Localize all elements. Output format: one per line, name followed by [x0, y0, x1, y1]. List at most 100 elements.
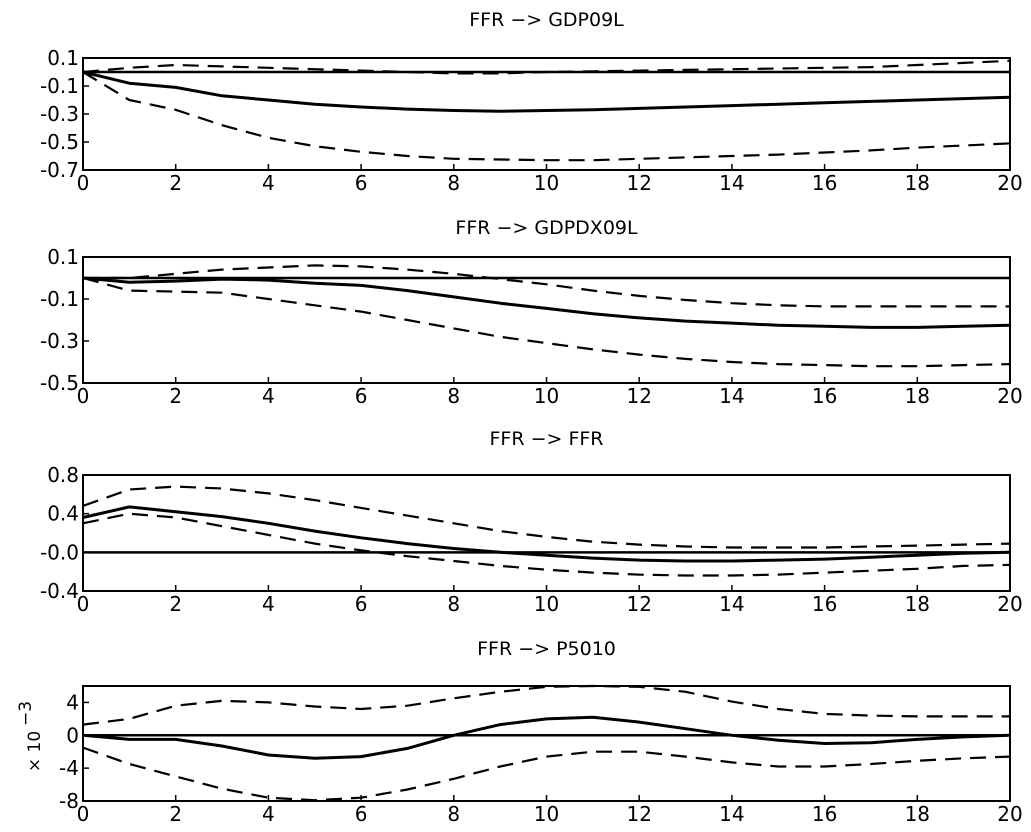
- data-point: [314, 145, 316, 147]
- data-point: [499, 766, 501, 768]
- data-point: [870, 101, 872, 103]
- data-point: [917, 306, 919, 308]
- data-point: [407, 319, 409, 321]
- data-point: [685, 320, 687, 322]
- y-tick-label: -0.7: [40, 158, 79, 182]
- data-point: [731, 734, 733, 736]
- chart-title: FFR −> GDP09L: [469, 9, 624, 31]
- plot-frame: [82, 474, 1011, 592]
- data-point: [360, 708, 362, 710]
- data-point: [731, 322, 733, 324]
- data-point: [917, 365, 919, 367]
- data-point: [453, 273, 455, 275]
- data-point: [175, 87, 177, 89]
- data-point: [129, 277, 131, 279]
- data-point: [407, 789, 409, 791]
- chart-panel-1: FFR −> GDP09L 0 2 4 6 8 10 12 14 16 18 20 0.1 -0.1 -0.…: [40, 9, 1023, 195]
- data-point: [407, 748, 409, 750]
- data-point: [546, 71, 548, 73]
- data-point: [175, 739, 177, 741]
- data-point: [824, 67, 826, 69]
- data-point: [592, 313, 594, 315]
- x-tick-label: 4: [262, 384, 275, 408]
- data-point: [546, 756, 548, 758]
- data-point: [1009, 324, 1011, 326]
- response-line-1: [82, 276, 1011, 329]
- x-tick-label: 0: [77, 171, 90, 195]
- data-point: [777, 547, 779, 549]
- data-point: [917, 327, 919, 329]
- data-point: [685, 728, 687, 730]
- x-tick-label: 4: [262, 802, 275, 826]
- data-point: [268, 523, 270, 525]
- data-point: [314, 282, 316, 284]
- data-point: [314, 706, 316, 708]
- data-point: [917, 545, 919, 547]
- data-point: [917, 64, 919, 66]
- data-point: [917, 99, 919, 101]
- data-point: [870, 306, 872, 308]
- data-point: [638, 559, 640, 561]
- response-line-1: [82, 70, 1011, 113]
- plot-frame: [82, 57, 1011, 171]
- data-point: [917, 716, 919, 718]
- y-tick-label: 0.1: [47, 245, 79, 269]
- y-tick-label: -0.3: [40, 329, 79, 353]
- data-point: [963, 553, 965, 555]
- y-multiplier-base: × 10: [25, 731, 45, 772]
- data-point: [1009, 363, 1011, 365]
- data-point: [731, 575, 733, 577]
- y-tick-label: 0.8: [47, 463, 79, 487]
- y-tick-label: -0.3: [40, 102, 79, 126]
- data-point: [221, 488, 223, 490]
- y-tick-label: -0.5: [40, 371, 79, 395]
- data-point: [824, 326, 826, 328]
- y-multiplier-exponent: −3: [16, 701, 36, 726]
- data-point: [731, 68, 733, 70]
- data-point: [268, 267, 270, 269]
- data-point: [360, 151, 362, 153]
- data-point: [546, 569, 548, 571]
- data-point: [685, 106, 687, 108]
- data-point: [870, 763, 872, 765]
- data-point: [870, 556, 872, 558]
- data-point: [685, 157, 687, 159]
- data-point: [175, 486, 177, 488]
- data-point: [82, 277, 84, 279]
- data-point: [777, 708, 779, 710]
- data-point: [824, 306, 826, 308]
- data-point: [870, 150, 872, 152]
- data-point: [777, 363, 779, 365]
- x-tick-label: 8: [447, 171, 460, 195]
- data-point: [592, 716, 594, 718]
- data-point: [221, 516, 223, 518]
- data-point: [129, 763, 131, 765]
- data-point: [824, 743, 826, 745]
- x-tick-label: 8: [447, 802, 460, 826]
- data-point: [638, 751, 640, 753]
- data-point: [1009, 716, 1011, 718]
- data-point: [963, 757, 965, 759]
- x-tick-label: 20: [997, 384, 1022, 408]
- y-tick-label: 0.1: [47, 46, 79, 70]
- data-point: [175, 64, 177, 66]
- data-point: [824, 713, 826, 715]
- x-tick-label: 20: [997, 171, 1022, 195]
- chart-title: FFR −> P5010: [477, 638, 616, 660]
- y-tick-label: -0.5: [40, 130, 79, 154]
- data-point: [453, 778, 455, 780]
- data-point: [592, 685, 594, 687]
- x-tick-label: 8: [447, 592, 460, 616]
- data-point: [963, 736, 965, 738]
- data-point: [546, 308, 548, 310]
- data-point: [129, 99, 131, 101]
- x-tick-label: 6: [355, 802, 368, 826]
- data-point: [1009, 60, 1011, 62]
- data-point: [546, 686, 548, 688]
- data-point: [314, 543, 316, 545]
- data-point: [963, 544, 965, 546]
- x-tick-label: 6: [355, 592, 368, 616]
- data-point: [314, 799, 316, 801]
- confidence-band-line-2: [82, 485, 1011, 549]
- data-point: [175, 109, 177, 111]
